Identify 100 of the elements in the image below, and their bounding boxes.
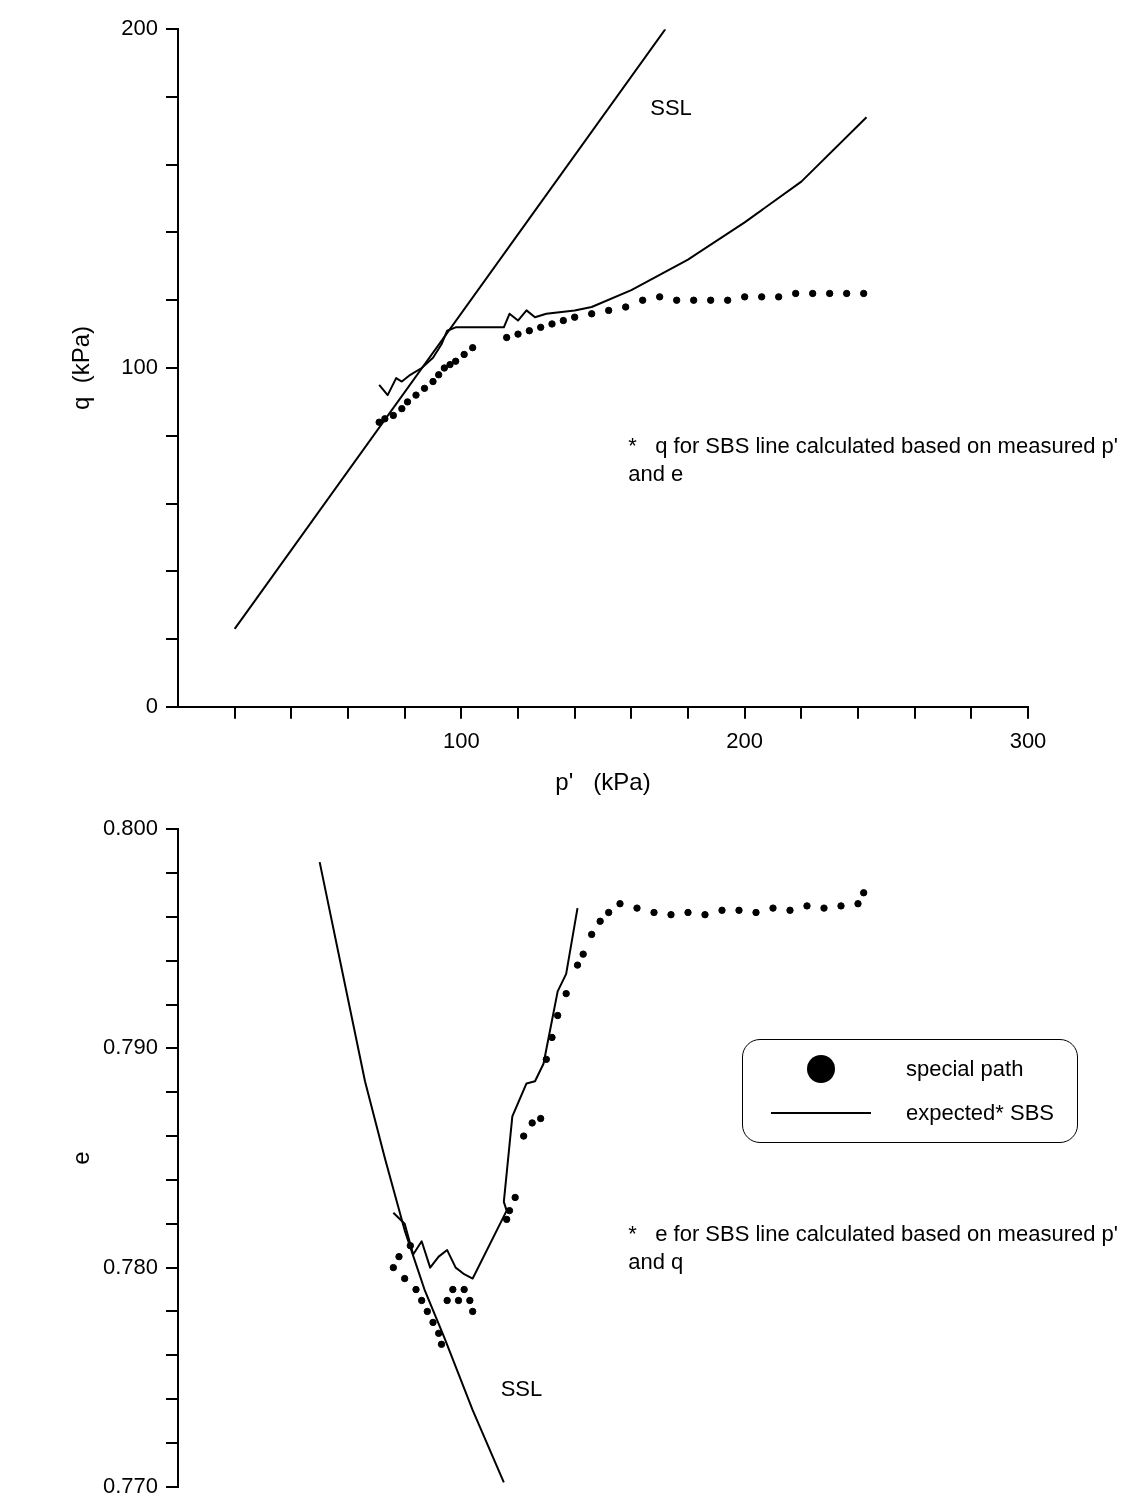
point	[596, 917, 604, 925]
point	[616, 900, 624, 908]
point	[375, 418, 383, 426]
point	[443, 1296, 451, 1305]
point	[842, 289, 851, 298]
y-tick-label: 0	[145, 692, 158, 718]
point	[791, 289, 800, 298]
point	[854, 900, 862, 908]
point	[825, 289, 834, 298]
point	[740, 293, 749, 301]
annotation: * q for SBS line calculated based on measured p' and e	[628, 432, 1118, 486]
annotation: SSL	[650, 95, 692, 121]
point	[398, 404, 406, 413]
point	[434, 371, 443, 379]
point	[859, 889, 868, 897]
point	[505, 1206, 514, 1215]
point	[460, 350, 468, 359]
point	[735, 906, 743, 914]
point	[774, 293, 783, 301]
point	[542, 1055, 551, 1064]
text: special path	[906, 1056, 1024, 1082]
point	[650, 908, 658, 917]
point	[579, 950, 587, 958]
y-tick-label: 0.790	[102, 1034, 158, 1060]
point	[420, 384, 429, 393]
point	[706, 296, 715, 304]
point	[514, 330, 522, 338]
point	[429, 1318, 437, 1327]
point	[446, 360, 454, 369]
point	[803, 902, 811, 910]
point	[454, 1296, 463, 1305]
point	[723, 296, 732, 304]
x-axis-title: p' (kPa)	[555, 768, 651, 796]
point	[604, 306, 613, 315]
point	[389, 1263, 398, 1272]
point	[587, 310, 596, 318]
point	[423, 1307, 432, 1316]
y-tick-label: 100	[121, 354, 158, 380]
point	[689, 296, 698, 304]
point	[502, 1215, 511, 1224]
point	[519, 1132, 528, 1140]
annotation: * e for SBS line calculated based on measured p' and q	[628, 1220, 1118, 1274]
point	[536, 323, 545, 332]
point	[604, 908, 613, 917]
point	[752, 908, 760, 917]
point	[667, 910, 675, 919]
point	[468, 1307, 477, 1316]
point	[440, 364, 449, 372]
point	[837, 902, 845, 910]
point	[511, 1193, 519, 1202]
point	[406, 1241, 415, 1250]
point	[429, 377, 437, 386]
point	[412, 1285, 420, 1294]
point	[573, 961, 582, 969]
point	[389, 411, 398, 420]
point	[672, 296, 681, 304]
point	[536, 1114, 545, 1123]
point	[548, 320, 556, 328]
point	[400, 1274, 409, 1283]
point	[757, 293, 766, 301]
point	[403, 398, 412, 406]
point	[701, 910, 709, 919]
point	[466, 1296, 474, 1305]
point	[528, 1119, 536, 1127]
annotation: SSL	[500, 1376, 543, 1402]
point	[395, 1252, 403, 1261]
point	[655, 293, 664, 301]
point	[718, 906, 726, 914]
point	[525, 327, 534, 335]
point	[808, 289, 817, 298]
point	[548, 1033, 556, 1042]
x-tick-label: 300	[1009, 728, 1047, 754]
point	[559, 316, 568, 325]
point	[633, 904, 641, 912]
point	[621, 303, 630, 311]
legend-label: expected* SBS	[906, 1100, 1054, 1126]
point	[468, 343, 477, 352]
point	[859, 289, 868, 298]
x-tick-label: 200	[726, 728, 764, 754]
point	[587, 930, 596, 939]
point	[769, 904, 777, 912]
x-tick-label: 100	[442, 728, 480, 754]
y-tick-label: 0.780	[102, 1253, 158, 1279]
point	[684, 908, 692, 917]
point	[562, 989, 570, 998]
point	[820, 904, 828, 912]
point	[449, 1285, 457, 1294]
point	[502, 333, 511, 342]
y-tick-label: 0.770	[102, 1472, 158, 1498]
point	[437, 1340, 446, 1349]
point	[451, 357, 460, 365]
point	[412, 391, 420, 399]
point	[381, 415, 389, 423]
point	[417, 1296, 426, 1305]
y-axis-title: e	[67, 1151, 95, 1165]
point	[786, 906, 794, 914]
y-axis-title: q (kPa)	[67, 325, 95, 411]
y-tick-label: 0.800	[102, 815, 158, 841]
point	[434, 1329, 443, 1338]
point	[553, 1011, 562, 1020]
